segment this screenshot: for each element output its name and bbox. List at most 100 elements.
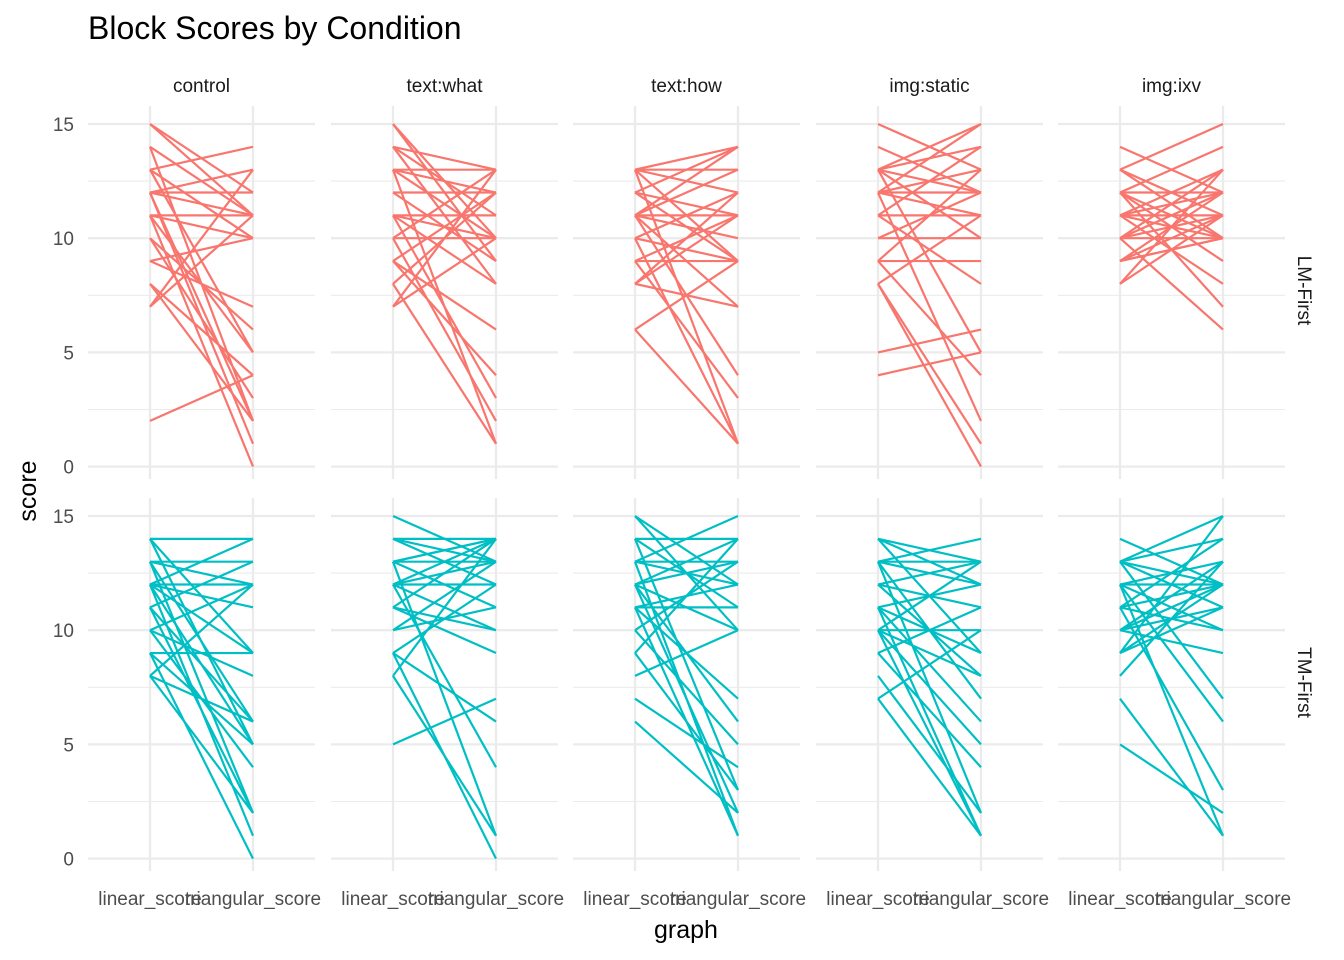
y-tick-label: 0: [63, 458, 74, 479]
panel-LM-First-text:how: [573, 106, 800, 479]
series-line: [392, 697, 497, 746]
series-line: [392, 191, 497, 285]
series-line: [634, 214, 739, 240]
series-line: [392, 237, 497, 422]
series-line: [634, 214, 739, 285]
series-line: [634, 145, 739, 217]
series-line: [149, 583, 254, 677]
series-line: [634, 697, 739, 769]
series-line: [392, 560, 497, 632]
chart-title: Block Scores by Condition: [88, 10, 462, 46]
series-line: [1119, 583, 1224, 723]
facet-strip-control: control: [173, 76, 230, 97]
series-line: [634, 538, 739, 654]
series-line: [1119, 560, 1224, 632]
series-line: [877, 214, 982, 285]
series-line: [1119, 743, 1224, 814]
y-tick-label: 15: [53, 115, 74, 136]
series-line: [634, 629, 739, 677]
y-tick-label: 10: [53, 621, 74, 642]
series-line: [877, 260, 982, 376]
series-line: [149, 283, 254, 377]
series-line: [877, 122, 982, 171]
series-line: [149, 168, 254, 194]
series-line: [1119, 606, 1224, 655]
x-tick-label: linear_score: [583, 889, 687, 910]
series-line: [1119, 191, 1224, 240]
series-line: [877, 283, 982, 468]
y-tick-label: 10: [53, 229, 74, 250]
series-line: [149, 214, 254, 308]
panel-LM-First-img:ixv: [1058, 106, 1285, 479]
series-line: [634, 191, 739, 217]
series-line: [1119, 237, 1224, 263]
x-tick-label: triangular_score: [185, 889, 321, 910]
facet-strip-text:how: text:how: [651, 76, 722, 97]
y-tick-label: 5: [63, 735, 74, 756]
series-line: [634, 629, 739, 746]
panel-LM-First-text:what: [331, 106, 558, 479]
facet-strip-img:ixv: img:ixv: [1142, 76, 1202, 97]
series-line: [877, 168, 982, 262]
series-line: [1119, 515, 1224, 654]
series-line: [149, 583, 254, 654]
series-line: [392, 537, 497, 586]
series-line: [634, 720, 739, 814]
series-line: [634, 145, 739, 171]
series-line: [634, 260, 739, 331]
series-line: [1119, 122, 1224, 171]
series-line: [392, 214, 497, 399]
x-tick-label: triangular_score: [913, 889, 1049, 910]
series-line: [392, 538, 497, 677]
facet-strip-TM-First: TM-First: [1293, 647, 1314, 718]
series-line: [634, 537, 739, 586]
series-line: [1119, 168, 1224, 285]
panel-TM-First-text:what: [331, 498, 558, 871]
series-line: [149, 145, 254, 171]
series-line: [149, 560, 254, 609]
series-line: [1119, 698, 1224, 837]
panel-LM-First-control: [88, 106, 315, 479]
series-line: [877, 145, 982, 217]
series-line: [634, 652, 739, 791]
x-tick-label: linear_score: [826, 889, 930, 910]
series-line: [392, 168, 497, 194]
series-line: [149, 214, 254, 240]
series-line: [149, 675, 254, 814]
series-line: [149, 652, 254, 860]
series-line: [877, 123, 982, 194]
series-line: [149, 237, 254, 399]
series-line: [877, 328, 982, 354]
series-line: [392, 583, 497, 768]
series-line: [1119, 168, 1224, 240]
series-line: [634, 168, 739, 217]
series-line: [392, 583, 497, 654]
series-line: [1119, 560, 1224, 677]
panel-TM-First-img:static: [816, 498, 1043, 871]
panels: control text:what text:how img:static img:ix…: [53, 76, 1314, 910]
facet-strip-img:static: img:static: [889, 76, 969, 97]
y-axis-label: score: [14, 460, 42, 521]
series-line: [392, 675, 497, 837]
panel-LM-First-img:static: [816, 106, 1043, 479]
series-line: [877, 145, 982, 194]
series-line: [149, 583, 254, 609]
series-line: [149, 674, 254, 723]
series-line: [877, 629, 982, 837]
panel-TM-First-img:ixv: [1058, 498, 1285, 871]
series-line: [877, 629, 982, 677]
series-line: [634, 328, 739, 445]
series-line: [877, 351, 982, 377]
series-line: [877, 675, 982, 814]
x-tick-label: linear_score: [341, 889, 445, 910]
series-line: [392, 145, 497, 171]
series-line: [634, 260, 739, 399]
x-tick-label: triangular_score: [1155, 889, 1291, 910]
series-line: [392, 260, 497, 376]
series-line: [877, 652, 982, 768]
series-line: [1119, 537, 1224, 609]
series-line: [149, 537, 254, 586]
series-line: [149, 560, 254, 586]
series-line: [634, 168, 739, 262]
series-line: [877, 629, 982, 746]
